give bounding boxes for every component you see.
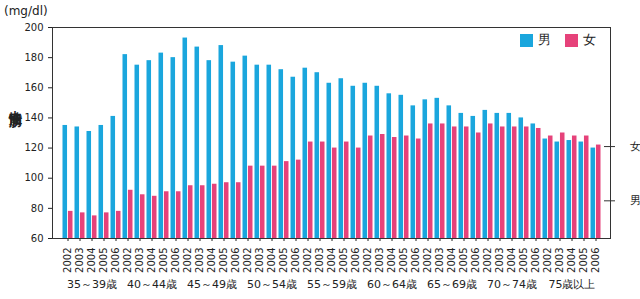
svg-text:2002: 2002: [302, 248, 313, 273]
svg-text:2002: 2002: [422, 248, 433, 273]
svg-text:35～39歳: 35～39歳: [67, 278, 117, 291]
svg-text:2006: 2006: [290, 248, 301, 273]
svg-text:2004: 2004: [446, 248, 457, 273]
svg-text:2002: 2002: [182, 248, 193, 273]
svg-text:40～44歳: 40～44歳: [127, 278, 177, 291]
svg-text:75歳以上: 75歳以上: [549, 278, 596, 291]
svg-text:2005: 2005: [218, 248, 229, 273]
svg-text:2006: 2006: [170, 248, 181, 273]
svg-text:2004: 2004: [206, 248, 217, 273]
svg-text:2002: 2002: [62, 248, 73, 273]
svg-text:2002: 2002: [542, 248, 553, 273]
svg-text:2004: 2004: [326, 248, 337, 273]
svg-text:160: 160: [24, 82, 43, 93]
svg-text:140: 140: [24, 112, 43, 123]
svg-text:2003: 2003: [194, 248, 205, 273]
svg-text:2003: 2003: [314, 248, 325, 273]
svg-text:2004: 2004: [386, 248, 397, 273]
svg-text:2004: 2004: [566, 248, 577, 273]
svg-text:2006: 2006: [590, 248, 601, 273]
html-text:中性脂肪: 中性脂肪: [8, 100, 23, 104]
svg-text:45～49歳: 45～49歳: [187, 278, 237, 291]
svg-text:60: 60: [31, 233, 44, 244]
svg-text:2005: 2005: [98, 248, 109, 273]
svg-text:2003: 2003: [434, 248, 445, 273]
svg-text:2004: 2004: [146, 248, 157, 273]
svg-text:2005: 2005: [578, 248, 589, 273]
svg-text:2006: 2006: [110, 248, 121, 273]
svg-text:2006: 2006: [230, 248, 241, 273]
svg-text:2006: 2006: [350, 248, 361, 273]
svg-text:2006: 2006: [410, 248, 421, 273]
svg-text:2005: 2005: [278, 248, 289, 273]
svg-text:2005: 2005: [458, 248, 469, 273]
svg-text:2004: 2004: [86, 248, 97, 273]
svg-text:2004: 2004: [266, 248, 277, 273]
svg-text:2005: 2005: [338, 248, 349, 273]
svg-text:180: 180: [24, 52, 43, 63]
html-text:男: 男: [538, 32, 551, 47]
svg-text:2003: 2003: [134, 248, 145, 273]
svg-text:2003: 2003: [374, 248, 385, 273]
svg-text:2005: 2005: [518, 248, 529, 273]
svg-text:100: 100: [24, 172, 43, 183]
svg-text:2003: 2003: [254, 248, 265, 273]
svg-text:2006: 2006: [470, 248, 481, 273]
svg-text:2004: 2004: [506, 248, 517, 273]
svg-text:2005: 2005: [158, 248, 169, 273]
svg-text:2005: 2005: [398, 248, 409, 273]
svg-text:2006: 2006: [530, 248, 541, 273]
svg-text:55～59歳: 55～59歳: [307, 278, 357, 291]
svg-text:2002: 2002: [362, 248, 373, 273]
svg-text:65～69歳: 65～69歳: [427, 278, 477, 291]
svg-text:2003: 2003: [74, 248, 85, 273]
svg-text:200: 200: [24, 22, 43, 33]
svg-text:2002: 2002: [242, 248, 253, 273]
svg-text:50～54歳: 50～54歳: [247, 278, 297, 291]
svg-text:女: 女: [630, 140, 640, 153]
svg-text:70～74歳: 70～74歳: [487, 278, 537, 291]
svg-text:2003: 2003: [554, 248, 565, 273]
html-text:(mg/dl): (mg/dl): [4, 4, 48, 18]
html-text:女: 女: [583, 32, 596, 47]
svg-text:120: 120: [24, 142, 43, 153]
svg-text:2002: 2002: [482, 248, 493, 273]
svg-text:60～64歳: 60～64歳: [367, 278, 417, 291]
svg-text:80: 80: [31, 203, 44, 214]
svg-text:2003: 2003: [494, 248, 505, 273]
svg-text:男: 男: [630, 194, 640, 207]
svg-text:2002: 2002: [122, 248, 133, 273]
